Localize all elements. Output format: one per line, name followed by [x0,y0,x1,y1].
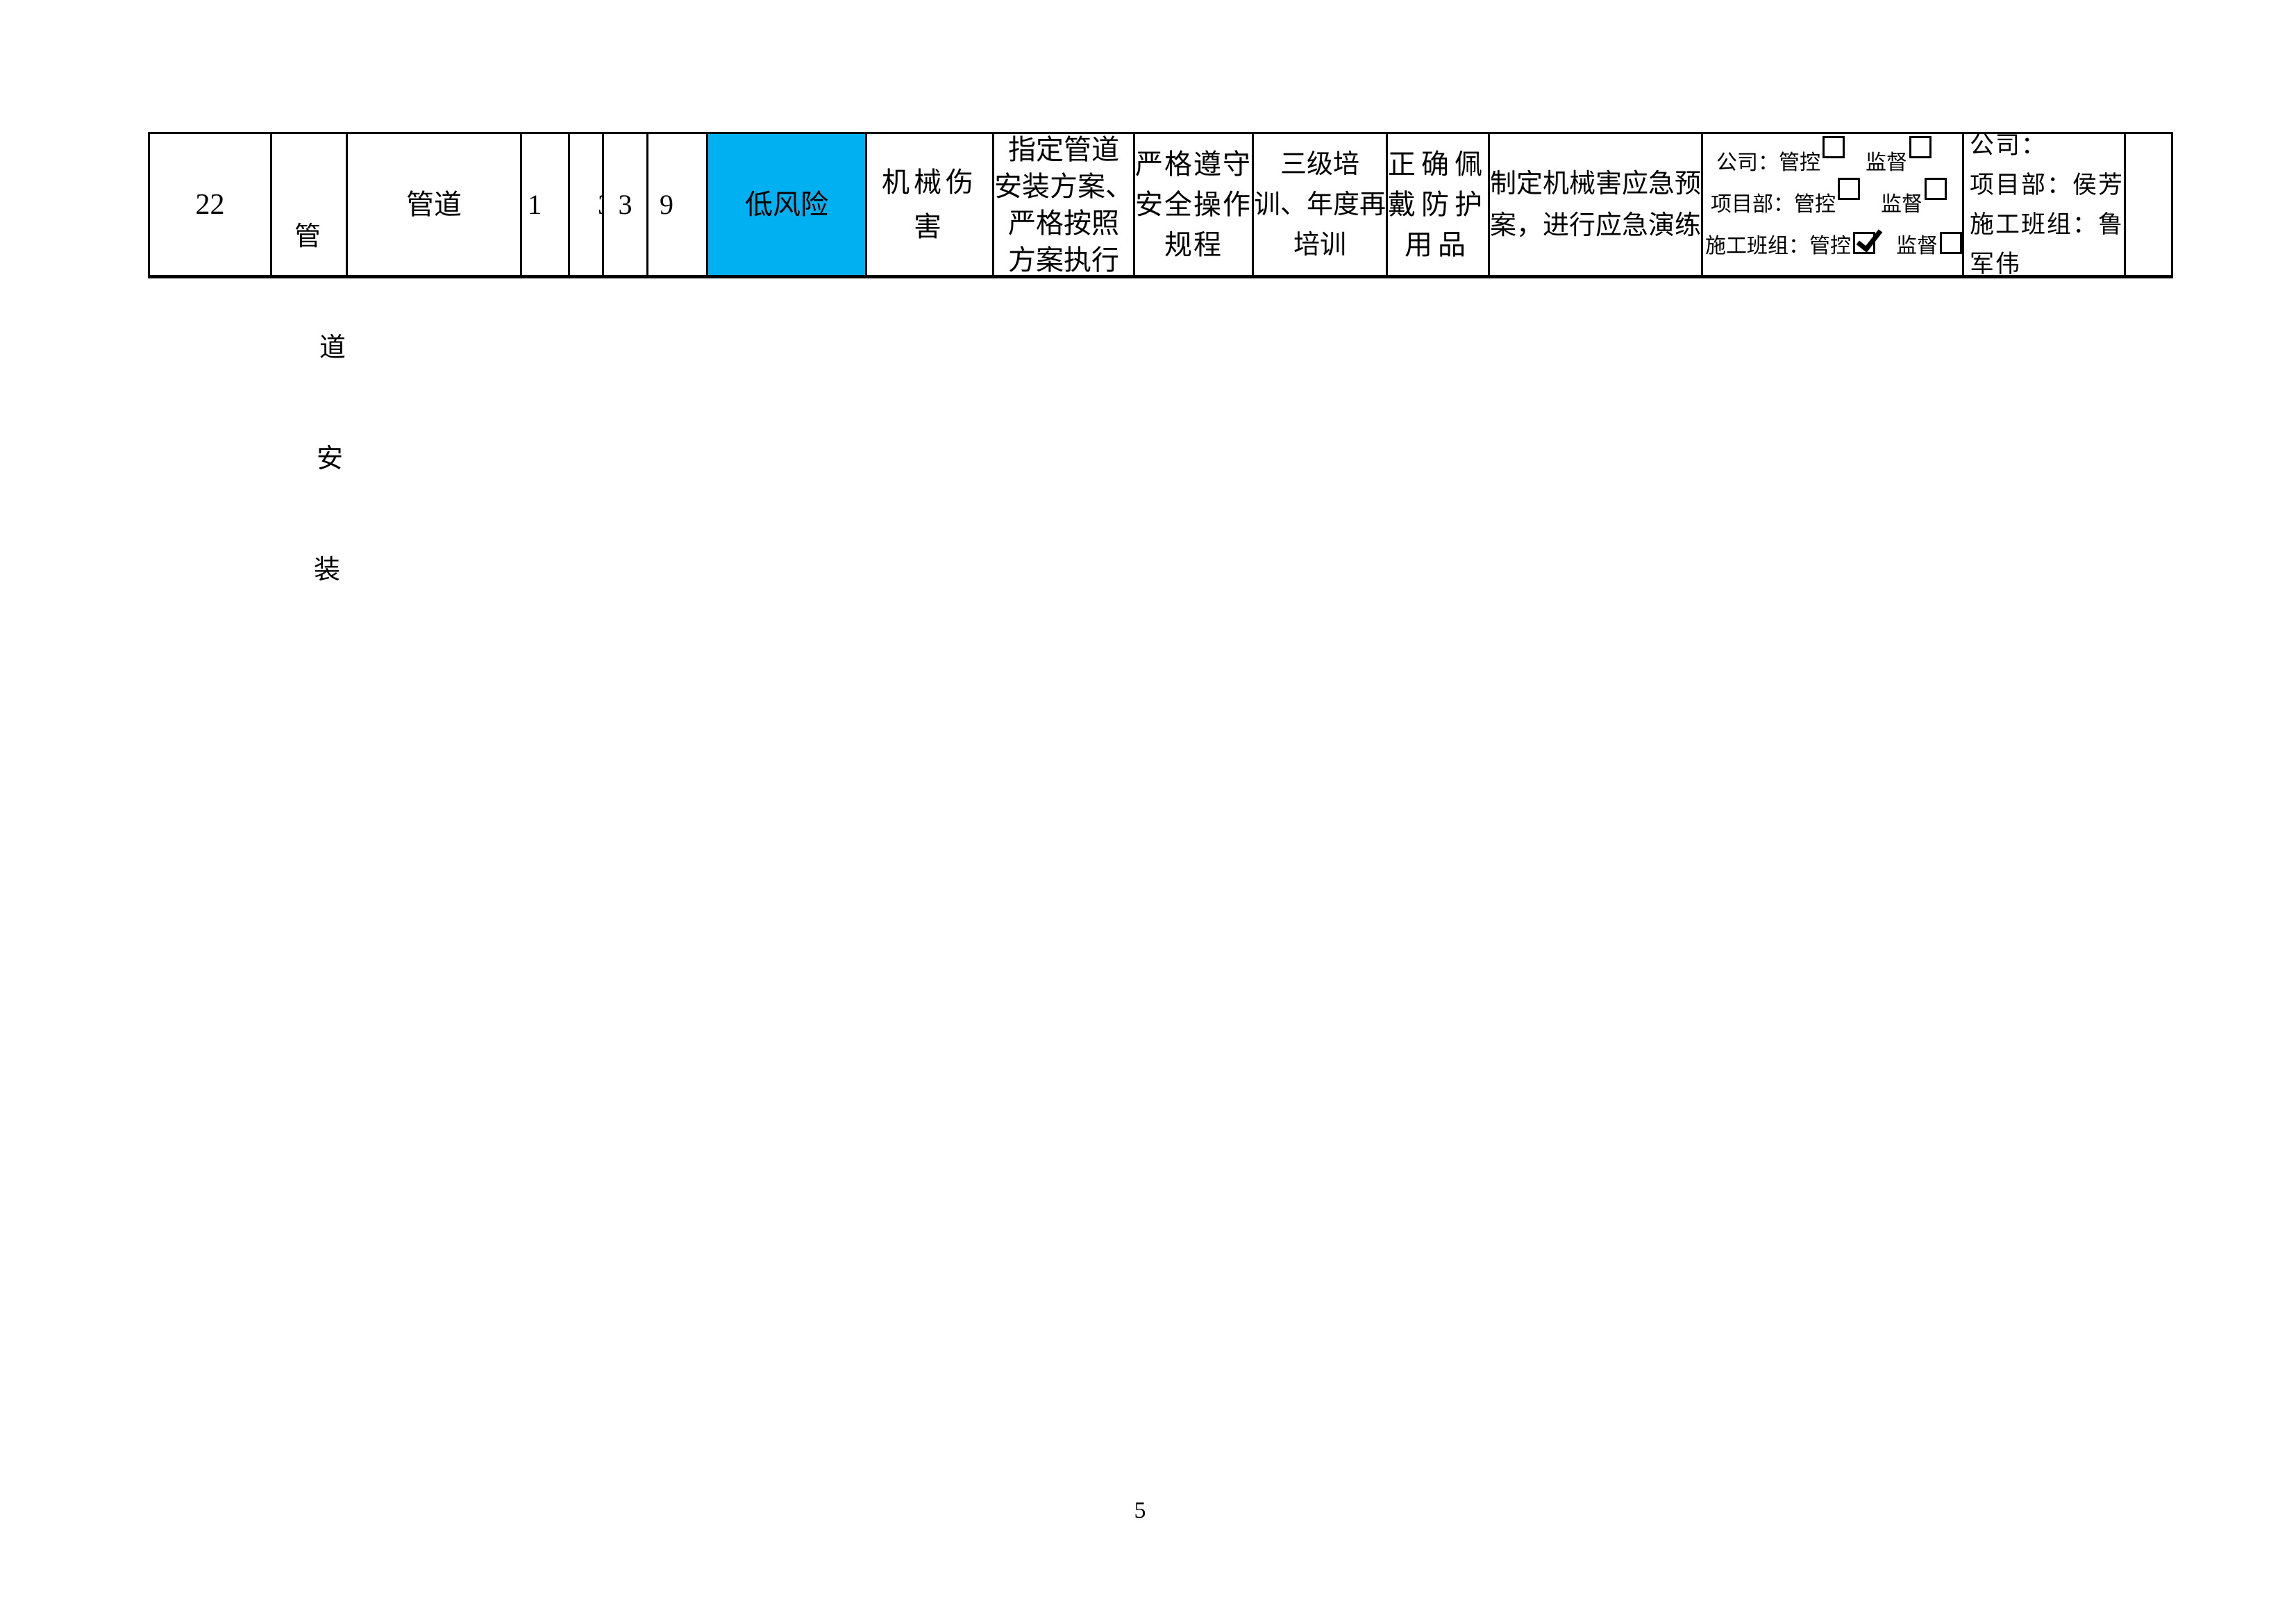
project-control-checkbox [1838,177,1861,200]
page-number: 5 [1134,1498,1146,1523]
cell-remark [2126,134,2231,275]
cell-engineering-measure: 指定管道 安装方案、 严格按照 方案执行 [994,134,1136,276]
risk-assessment-table-row: 22 管 道 安 装 管道 1 3 3 9 低风险 机械伤 害 指定管道 安装方… [148,132,2173,585]
c-value: 3 [618,188,632,220]
risk-level-label: 低风险 [745,188,829,220]
company-control-label: 公司：管控 [1716,151,1821,174]
activity-char-2: 道 [319,333,346,362]
company-supervise-checkbox [1909,135,1932,158]
activity-char-4: 装 [314,555,341,585]
cell-l-value: 1 [522,134,571,275]
sequence-number: 22 [195,188,225,221]
cell-training-measure: 三级培 训、年度再 培训 [1254,134,1389,275]
cell-administrative-measure: 严格遵守 安全操作 规程 [1135,134,1255,275]
team-supervise-checkbox [1940,231,1963,254]
team-control-label: 施工班组：管控 [1705,234,1852,258]
cell-sequence-number: 22 [150,134,272,275]
cell-ppe-measure: 正确佩 戴防护 用品 [1388,134,1491,275]
team-control-checkbox [1853,231,1876,254]
hazard-item: 管道 [406,188,462,220]
l-value: 1 [528,188,542,220]
control-row-project-dept: 项目部：管控 监督 [1711,177,1947,226]
cell-e-value-clipped: 3 [570,134,605,275]
project-control-label: 项目部：管控 [1711,192,1836,216]
cell-emergency-measure: 制定机械害应急预 案，进行应急演练 [1490,134,1704,275]
project-supervise-label: 监督 [1881,192,1923,216]
cell-risk-level: 低风险 [708,134,868,275]
activity-char-3: 安 [317,444,344,474]
cell-hazard-item: 管道 [348,134,523,275]
company-supervise-label: 监督 [1866,151,1908,174]
d-value: 9 [660,188,674,220]
e-value: 3 [598,185,602,224]
activity-char-1: 管 [294,222,321,251]
control-row-company: 公司：管控 监督 [1716,135,1932,184]
control-row-work-team: 施工班组：管控 监督 [1705,226,1963,267]
cell-control-level: 公司：管控 监督 项目部：管控 监督 施工班组：管控 监督 [1703,134,1965,275]
cell-responsible-persons: 公司： 项目部：侯芳 施工班组：鲁 军伟 [1964,132,2127,278]
project-supervise-checkbox [1925,177,1947,200]
cell-d-value: 9 [648,134,709,275]
cell-hazard-consequence: 机械伤 害 [867,134,995,275]
cell-c-value: 3 [604,134,649,275]
cell-activity: 管 道 安 装 [272,134,349,585]
company-control-checkbox [1822,135,1845,158]
team-supervise-label: 监督 [1896,234,1938,258]
